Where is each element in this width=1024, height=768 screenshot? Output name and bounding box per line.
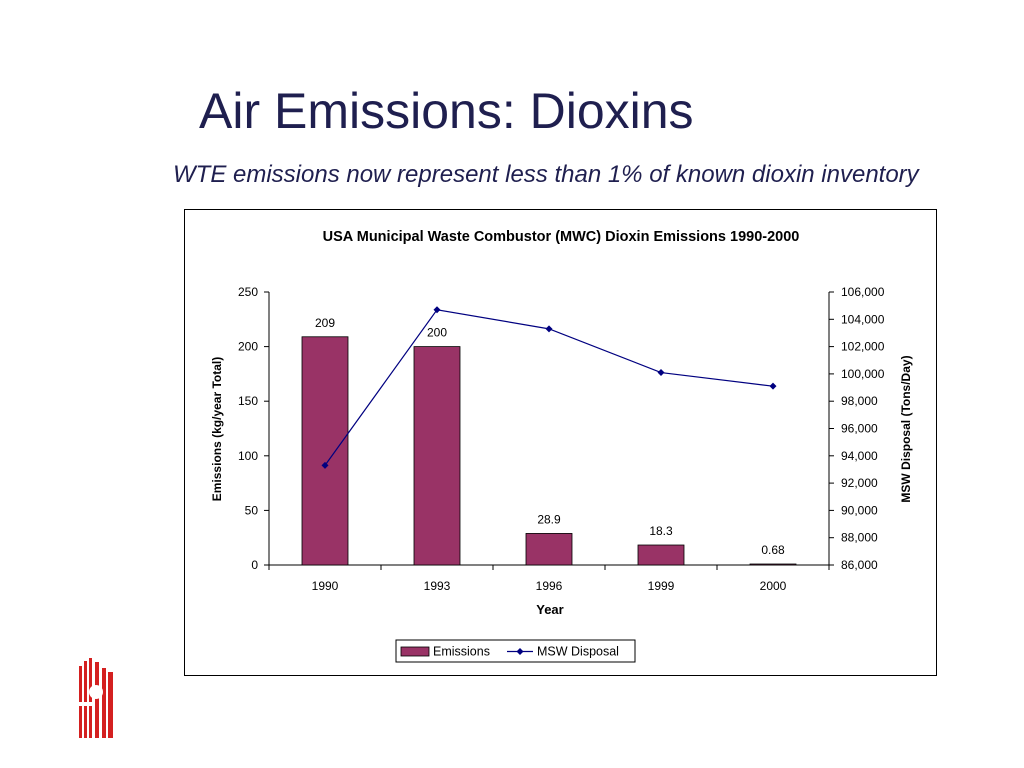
legend-swatch-emissions [400,646,430,657]
marker-msw-disposal [545,325,553,333]
line-msw-disposal [324,309,774,466]
y2-tick-label: 102,000 [841,340,885,354]
bar-emissions [637,544,685,566]
bar-data-label: 0.68 [761,543,785,557]
chart-title: USA Municipal Waste Combustor (MWC) Diox… [323,229,800,245]
bar-data-label: 209 [315,316,335,330]
y-tick-label: 150 [238,394,258,408]
y2-tick-label: 86,000 [841,558,878,572]
marker-msw-disposal [657,369,665,377]
marker-msw-disposal [321,461,329,469]
dioxin-emissions-chart: USA Municipal Waste Combustor (MWC) Diox… [210,229,913,663]
y2-tick-label: 98,000 [841,394,878,408]
slide-title: Air Emissions: Dioxins [199,83,694,139]
y-tick-label: 250 [238,285,258,299]
y2-tick-label: 92,000 [841,476,878,490]
chart-frame: USA Municipal Waste Combustor (MWC) Diox… [184,209,937,676]
bar-emissions [525,533,573,566]
x-axis-label: Year [536,602,563,617]
bar-data-label: 28.9 [537,512,561,526]
y-axis-label: Emissions (kg/year Total) [210,357,224,502]
x-tick-label: 1990 [312,579,339,593]
plot-area: 0 50 100 150 200 250 86,000 88,000 90,000 92,000 9… [238,285,885,593]
bar-emissions [749,563,797,566]
y2-tick-label: 96,000 [841,422,878,436]
bar-emissions [301,336,349,566]
y-tick-label: 100 [238,449,258,463]
x-tick-label: 2000 [760,579,787,593]
y2-tick-label: 100,000 [841,367,885,381]
x-tick-label: 1999 [648,579,675,593]
slide-subtitle: WTE emissions now represent less than 1%… [173,161,919,188]
y2-tick-label: 104,000 [841,312,885,326]
legend-marker-msw [516,648,524,655]
legend: Emissions MSW Disposal [395,639,636,663]
y-tick-label: 0 [251,558,258,572]
building-columns-logo-icon [79,658,113,738]
y2-axis-label: MSW Disposal (Tons/Day) [899,355,913,502]
x-tick-label: 1996 [536,579,563,593]
legend-label-msw: MSW Disposal [537,645,619,659]
y-tick-label: 200 [238,340,258,354]
legend-label-emissions: Emissions [433,645,490,659]
y-tick-label: 50 [245,503,259,517]
y2-tick-label: 94,000 [841,449,878,463]
bar-data-label: 200 [427,326,447,340]
y2-tick-label: 106,000 [841,285,885,299]
y2-tick-label: 88,000 [841,531,878,545]
x-tick-label: 1993 [424,579,451,593]
y2-tick-label: 90,000 [841,503,878,517]
marker-msw-disposal [433,306,441,314]
marker-msw-disposal [769,382,777,390]
bar-emissions [413,346,461,566]
bar-data-label: 18.3 [649,524,673,538]
